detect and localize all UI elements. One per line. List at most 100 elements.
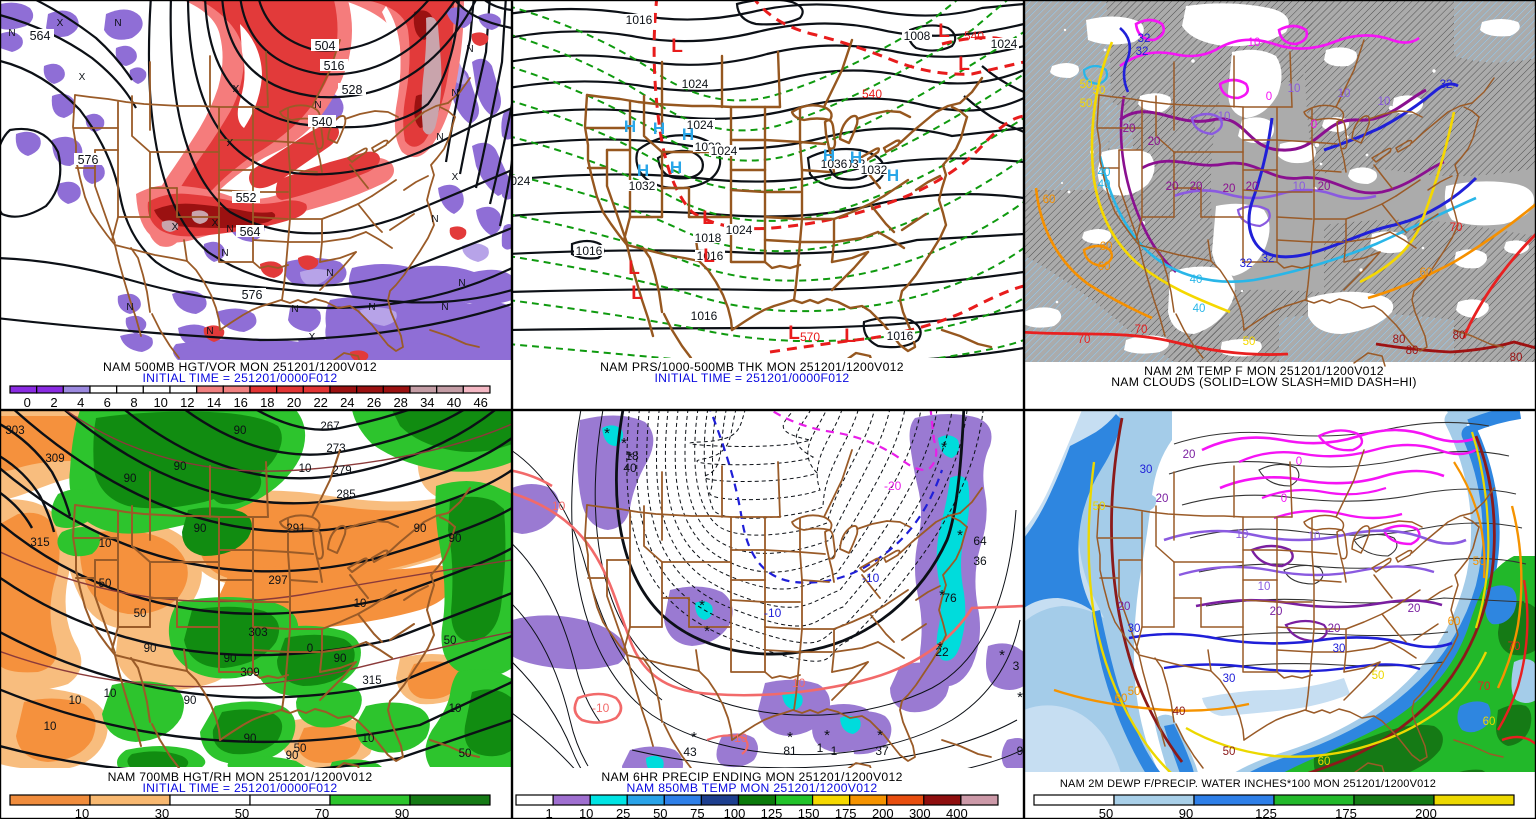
svg-text:540: 540 <box>862 87 882 101</box>
svg-text:90: 90 <box>449 533 462 545</box>
svg-text:25: 25 <box>616 806 630 819</box>
svg-text:200: 200 <box>1415 806 1437 819</box>
svg-text:32: 32 <box>1262 253 1275 265</box>
svg-text:H: H <box>670 158 682 177</box>
svg-text:L: L <box>938 21 950 42</box>
svg-text:64: 64 <box>973 534 987 548</box>
svg-text:50: 50 <box>1223 746 1236 758</box>
svg-text:90: 90 <box>144 643 157 655</box>
svg-text:3: 3 <box>1013 659 1020 673</box>
svg-text:N: N <box>436 132 443 143</box>
svg-text:L: L <box>844 326 856 347</box>
svg-text:20: 20 <box>1123 123 1136 135</box>
svg-text:N: N <box>206 326 213 337</box>
svg-text:90: 90 <box>286 750 299 762</box>
svg-text:INITIAL TIME = 251201/0000F012: INITIAL TIME = 251201/0000F012 <box>143 371 338 385</box>
svg-text:NAM 2M TEMP F MON 251201/1200V: NAM 2M TEMP F MON 251201/1200V012 <box>1144 364 1384 378</box>
svg-text:50: 50 <box>459 748 472 760</box>
svg-text:552: 552 <box>236 191 257 205</box>
svg-text:20: 20 <box>1270 606 1283 618</box>
svg-text:NAM PRS/1000-500MB THK MON 251: NAM PRS/1000-500MB THK MON 251201/1200V0… <box>600 360 904 374</box>
svg-text:70: 70 <box>1450 222 1463 234</box>
svg-text:50: 50 <box>1099 806 1113 819</box>
svg-text:X: X <box>172 222 179 233</box>
svg-text:50: 50 <box>99 578 112 590</box>
svg-text:18: 18 <box>625 449 639 463</box>
svg-text:10: 10 <box>579 806 593 819</box>
svg-text:INITIAL TIME = 251201/0000F012: INITIAL TIME = 251201/0000F012 <box>655 371 850 385</box>
svg-text:N: N <box>221 248 228 259</box>
svg-text:N: N <box>314 100 321 111</box>
svg-text:90: 90 <box>124 473 137 485</box>
svg-text:50: 50 <box>1372 670 1385 682</box>
svg-text:60: 60 <box>1115 693 1128 705</box>
svg-text:50: 50 <box>1128 686 1141 698</box>
svg-text:70: 70 <box>1508 641 1521 653</box>
svg-text:NAM 700MB HGT/RH MON 251201/12: NAM 700MB HGT/RH MON 251201/1200V012 <box>108 770 373 784</box>
svg-text:*: * <box>704 623 710 640</box>
svg-text:81: 81 <box>783 744 797 758</box>
svg-text:N: N <box>368 302 375 313</box>
svg-text:40: 40 <box>1193 303 1206 315</box>
svg-text:90: 90 <box>395 806 409 819</box>
svg-text:400: 400 <box>946 806 968 819</box>
svg-text:37: 37 <box>875 744 889 758</box>
svg-text:90: 90 <box>174 461 187 473</box>
svg-text:70: 70 <box>1135 324 1148 336</box>
svg-text:50: 50 <box>1093 501 1106 513</box>
svg-text:*: * <box>691 729 697 746</box>
svg-text:50: 50 <box>1093 85 1106 97</box>
svg-text:10: 10 <box>1236 529 1249 541</box>
svg-text:20: 20 <box>1190 181 1203 193</box>
svg-text:100: 100 <box>724 806 746 819</box>
svg-text:540: 540 <box>312 115 333 129</box>
svg-text:50: 50 <box>444 635 457 647</box>
svg-text:H: H <box>624 117 636 136</box>
svg-text:22: 22 <box>935 645 949 659</box>
svg-text:0: 0 <box>1281 493 1287 505</box>
svg-text:X: X <box>452 172 459 183</box>
svg-text:150: 150 <box>798 806 820 819</box>
svg-text:10: 10 <box>1338 88 1351 100</box>
svg-text:0: 0 <box>1296 456 1302 468</box>
svg-text:34: 34 <box>420 395 434 410</box>
svg-text:1: 1 <box>817 741 824 755</box>
svg-text:N: N <box>291 304 298 315</box>
svg-text:10: 10 <box>1248 37 1261 49</box>
svg-text:315: 315 <box>362 675 381 687</box>
svg-text:X: X <box>79 72 86 83</box>
svg-text:1024: 1024 <box>991 37 1018 51</box>
svg-text:60: 60 <box>1448 616 1461 628</box>
svg-text:90: 90 <box>334 653 347 665</box>
svg-text:20: 20 <box>1318 181 1331 193</box>
svg-text:300: 300 <box>909 806 931 819</box>
svg-text:70: 70 <box>315 806 329 819</box>
svg-text:H: H <box>653 119 665 138</box>
svg-text:297: 297 <box>268 575 287 587</box>
svg-text:H: H <box>637 161 649 180</box>
svg-text:10: 10 <box>75 806 89 819</box>
svg-text:291: 291 <box>286 523 305 535</box>
svg-text:1008: 1008 <box>904 29 931 43</box>
svg-text:10: 10 <box>153 395 167 410</box>
svg-text:1024: 1024 <box>726 223 753 237</box>
svg-text:L: L <box>702 208 714 229</box>
svg-text:20: 20 <box>1118 601 1131 613</box>
svg-text:175: 175 <box>1335 806 1357 819</box>
svg-text:90: 90 <box>234 425 247 437</box>
svg-text:2: 2 <box>50 395 57 410</box>
svg-text:X: X <box>309 332 316 343</box>
svg-text:10: 10 <box>1308 531 1321 543</box>
svg-text:80: 80 <box>1393 334 1406 346</box>
svg-text:309: 309 <box>45 453 64 465</box>
svg-text:10: 10 <box>449 703 462 715</box>
svg-text:N: N <box>441 302 448 313</box>
svg-text:X: X <box>233 84 240 95</box>
svg-text:40: 40 <box>1098 167 1111 179</box>
svg-text:60: 60 <box>1318 756 1331 768</box>
svg-text:50: 50 <box>1080 79 1093 91</box>
svg-text:20: 20 <box>1223 183 1236 195</box>
svg-text:32: 32 <box>1440 79 1453 91</box>
svg-text:*: * <box>787 729 793 746</box>
svg-text:NAM 2M DEWP F/PRECIP. WATER IN: NAM 2M DEWP F/PRECIP. WATER INCHES*100 M… <box>1060 778 1436 790</box>
